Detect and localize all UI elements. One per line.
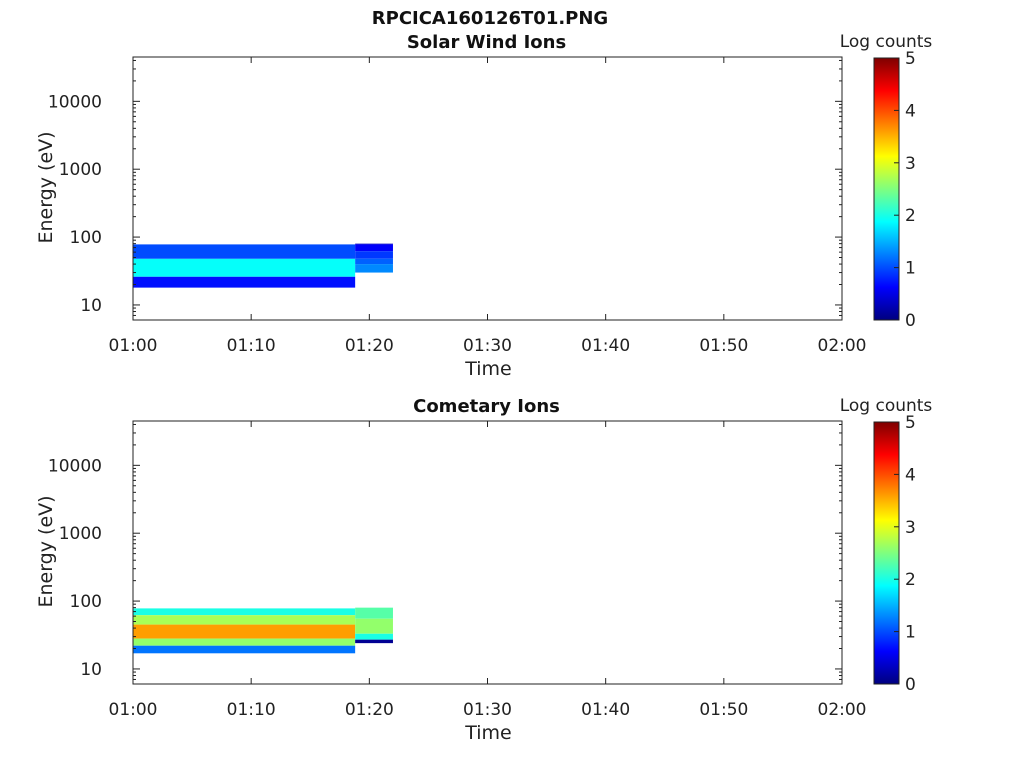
- colorbar-tick-label: 0: [905, 675, 916, 695]
- y-tick-label: 1000: [59, 160, 102, 180]
- heatmap-band: [355, 264, 393, 273]
- x-tick-label: 01:00: [109, 336, 158, 356]
- y-tick-label: 100: [70, 592, 102, 612]
- heatmap-band: [133, 638, 356, 646]
- x-tick-label: 01:30: [463, 336, 512, 356]
- x-tick-label: 01:40: [581, 700, 630, 720]
- panels: Solar Wind Ions 01:00 01:10 01:20 01:30 01:40…: [35, 32, 932, 744]
- heatmap-band: [133, 624, 356, 639]
- panel-1: Solar Wind Ions 01:00 01:10 01:20 01:30 01:40…: [35, 32, 932, 380]
- heatmap-band: [133, 258, 356, 277]
- y-tick-label: 10: [80, 296, 102, 316]
- plot-title: Cometary Ions: [413, 396, 560, 417]
- y-tick-label: 1000: [59, 524, 102, 544]
- figure-title: RPCICA160126T01.PNG: [372, 8, 608, 29]
- colorbar-tick-label: 3: [905, 518, 916, 538]
- y-tick-label: 100: [70, 228, 102, 248]
- colorbar-tick-label: 3: [905, 154, 916, 174]
- y-tick-label: 10: [80, 660, 102, 680]
- colorbar-tick-label: 4: [905, 101, 916, 121]
- heatmap-data: [133, 243, 393, 288]
- x-tick-label: 02:00: [818, 336, 867, 356]
- colorbar-tick-label: 2: [905, 570, 916, 590]
- colorbar-tick-label: 2: [905, 206, 916, 226]
- x-tick-label: 02:00: [818, 700, 867, 720]
- y-axis-label: Energy (eV): [35, 495, 57, 607]
- x-tick-label: 01:30: [463, 700, 512, 720]
- colorbar-tick-label: 1: [905, 623, 916, 643]
- heatmap-band: [355, 244, 393, 252]
- colorbar-tick-label: 4: [905, 465, 916, 485]
- colorbar-tick-label: 5: [905, 49, 916, 69]
- colorbar-tick-label: 1: [905, 259, 916, 279]
- plot-title: Solar Wind Ions: [407, 32, 566, 53]
- heatmap-band: [133, 276, 356, 288]
- x-tick-label: 01:50: [699, 700, 748, 720]
- x-tick-label: 01:00: [109, 700, 158, 720]
- heatmap-band: [355, 243, 393, 245]
- x-tick-label: 01:20: [345, 700, 394, 720]
- colorbar-label: Log counts: [840, 396, 933, 416]
- heatmap-band: [355, 251, 393, 259]
- x-tick-label: 01:40: [581, 336, 630, 356]
- heatmap-band: [355, 607, 393, 619]
- x-axis-label: Time: [464, 722, 512, 744]
- heatmap-band: [133, 608, 356, 616]
- colorbar-tick-label: 0: [905, 311, 916, 331]
- heatmap-band: [355, 633, 393, 640]
- heatmap-band: [133, 645, 356, 654]
- colorbar-scale: [873, 57, 900, 321]
- heatmap-band: [355, 618, 393, 634]
- colorbar-scale: [873, 421, 900, 685]
- heatmap-band: [133, 615, 356, 625]
- heatmap-band: [133, 244, 356, 259]
- x-tick-label: 01:50: [699, 336, 748, 356]
- x-tick-label: 01:10: [227, 700, 276, 720]
- heatmap-data: [133, 607, 393, 654]
- colorbar-tick-label: 5: [905, 413, 916, 433]
- colorbar-label: Log counts: [840, 32, 933, 52]
- heatmap-band: [355, 258, 393, 265]
- y-axis-label: Energy (eV): [35, 131, 57, 243]
- y-tick-label: 10000: [48, 456, 102, 476]
- x-axis-label: Time: [464, 358, 512, 380]
- heatmap-band: [355, 639, 393, 644]
- x-tick-label: 01:20: [345, 336, 394, 356]
- y-tick-label: 10000: [48, 92, 102, 112]
- x-tick-label: 01:10: [227, 336, 276, 356]
